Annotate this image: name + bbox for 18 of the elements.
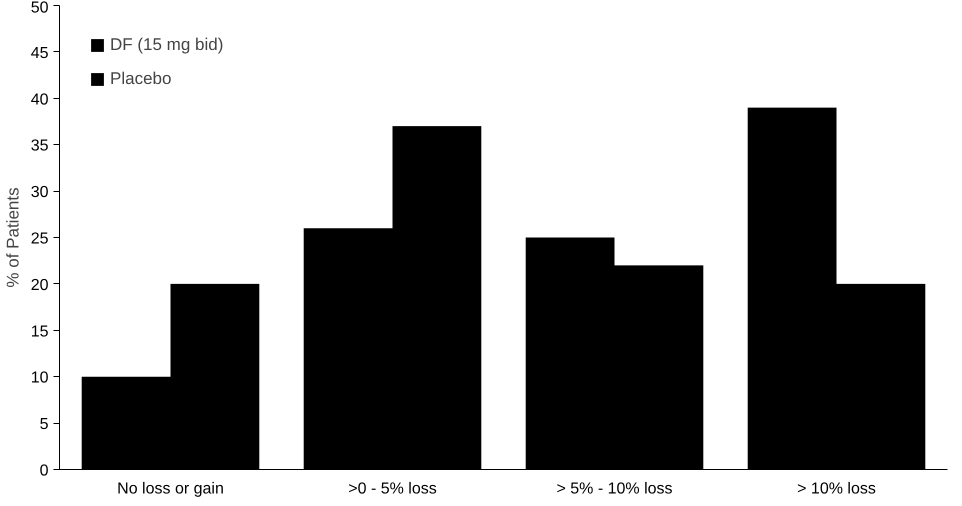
y-tick-label: 20 — [30, 276, 49, 294]
legend-label: DF (15 mg bid) — [110, 35, 224, 55]
y-tick-label: 5 — [40, 416, 49, 434]
y-tick-label: 45 — [30, 44, 49, 62]
x-tick-label: >0 - 5% loss — [348, 480, 437, 498]
x-tick-label: No loss or gain — [117, 480, 224, 498]
y-axis-title: % of Patients — [4, 187, 23, 288]
y-tick-label: 40 — [30, 91, 49, 108]
x-tick-label: > 10% loss — [797, 480, 876, 498]
legend-label: Placebo — [110, 69, 172, 89]
y-tick-label: 50 — [30, 0, 49, 16]
y-tick-label: 35 — [30, 138, 49, 155]
y-tick-label: 30 — [30, 184, 49, 202]
y-tick-label: 0 — [40, 462, 49, 480]
x-tick-label: > 5% - 10% loss — [556, 480, 673, 498]
y-tick-label: 10 — [30, 370, 49, 387]
y-tick-label: 25 — [30, 230, 49, 248]
y-tick-label: 15 — [30, 323, 49, 340]
